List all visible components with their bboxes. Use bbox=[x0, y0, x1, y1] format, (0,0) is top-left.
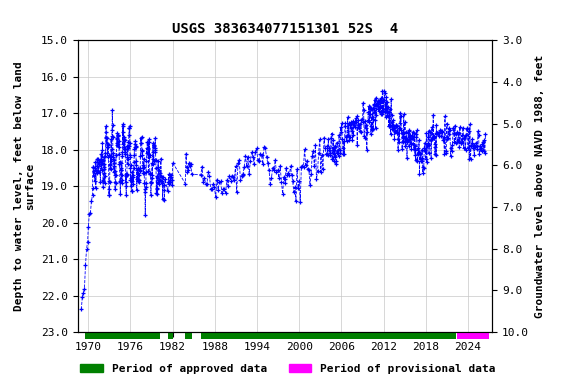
Title: USGS 383634077151301 52S  4: USGS 383634077151301 52S 4 bbox=[172, 22, 398, 36]
Legend: Period of approved data, Period of provisional data: Period of approved data, Period of provi… bbox=[76, 359, 500, 379]
Y-axis label: Groundwater level above NAVD 1988, feet: Groundwater level above NAVD 1988, feet bbox=[535, 55, 545, 318]
Y-axis label: Depth to water level, feet below land
surface: Depth to water level, feet below land su… bbox=[14, 61, 36, 311]
